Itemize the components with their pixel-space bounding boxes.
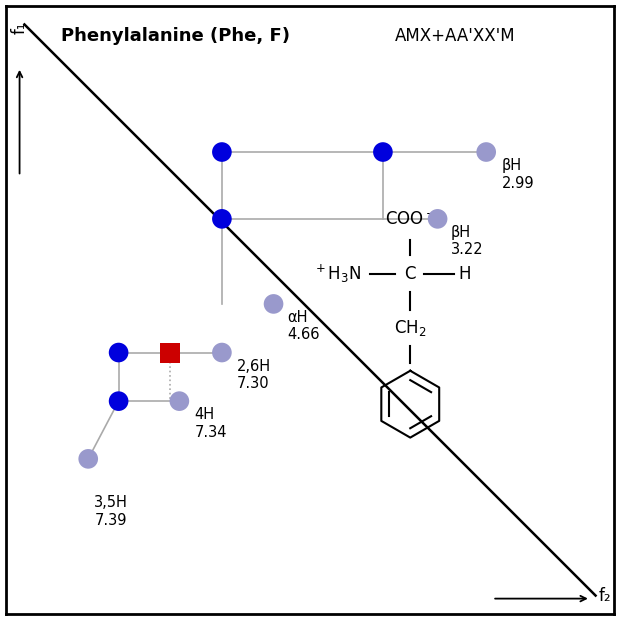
Text: Phenylalanine (Phe, F): Phenylalanine (Phe, F) <box>61 27 290 45</box>
Text: βH
2.99: βH 2.99 <box>502 158 534 190</box>
Text: $^+$H$_3$N: $^+$H$_3$N <box>313 262 361 285</box>
Point <box>174 396 184 406</box>
Point <box>268 299 278 309</box>
Point <box>113 396 123 406</box>
Text: f₂: f₂ <box>598 587 611 604</box>
Point <box>217 147 227 157</box>
Text: αH
4.66: αH 4.66 <box>287 310 319 342</box>
Text: COO$^-$: COO$^-$ <box>385 210 436 228</box>
Text: 2,6H
7.30: 2,6H 7.30 <box>237 358 271 391</box>
Text: CH$_2$: CH$_2$ <box>394 318 427 339</box>
Text: 4H
7.34: 4H 7.34 <box>195 407 227 440</box>
Point <box>433 214 443 224</box>
Text: C: C <box>404 265 416 283</box>
Text: f₁: f₁ <box>11 22 29 34</box>
Text: 3,5H
7.39: 3,5H 7.39 <box>94 495 128 528</box>
Point <box>481 147 491 157</box>
Point <box>217 348 227 358</box>
Point <box>113 348 123 358</box>
Text: H: H <box>459 265 471 283</box>
Text: βH
3.22: βH 3.22 <box>451 225 484 257</box>
Point <box>378 147 388 157</box>
Point <box>217 214 227 224</box>
Bar <box>160 342 180 363</box>
Text: AMX+AA'XX'M: AMX+AA'XX'M <box>395 27 516 45</box>
Point <box>83 454 93 464</box>
